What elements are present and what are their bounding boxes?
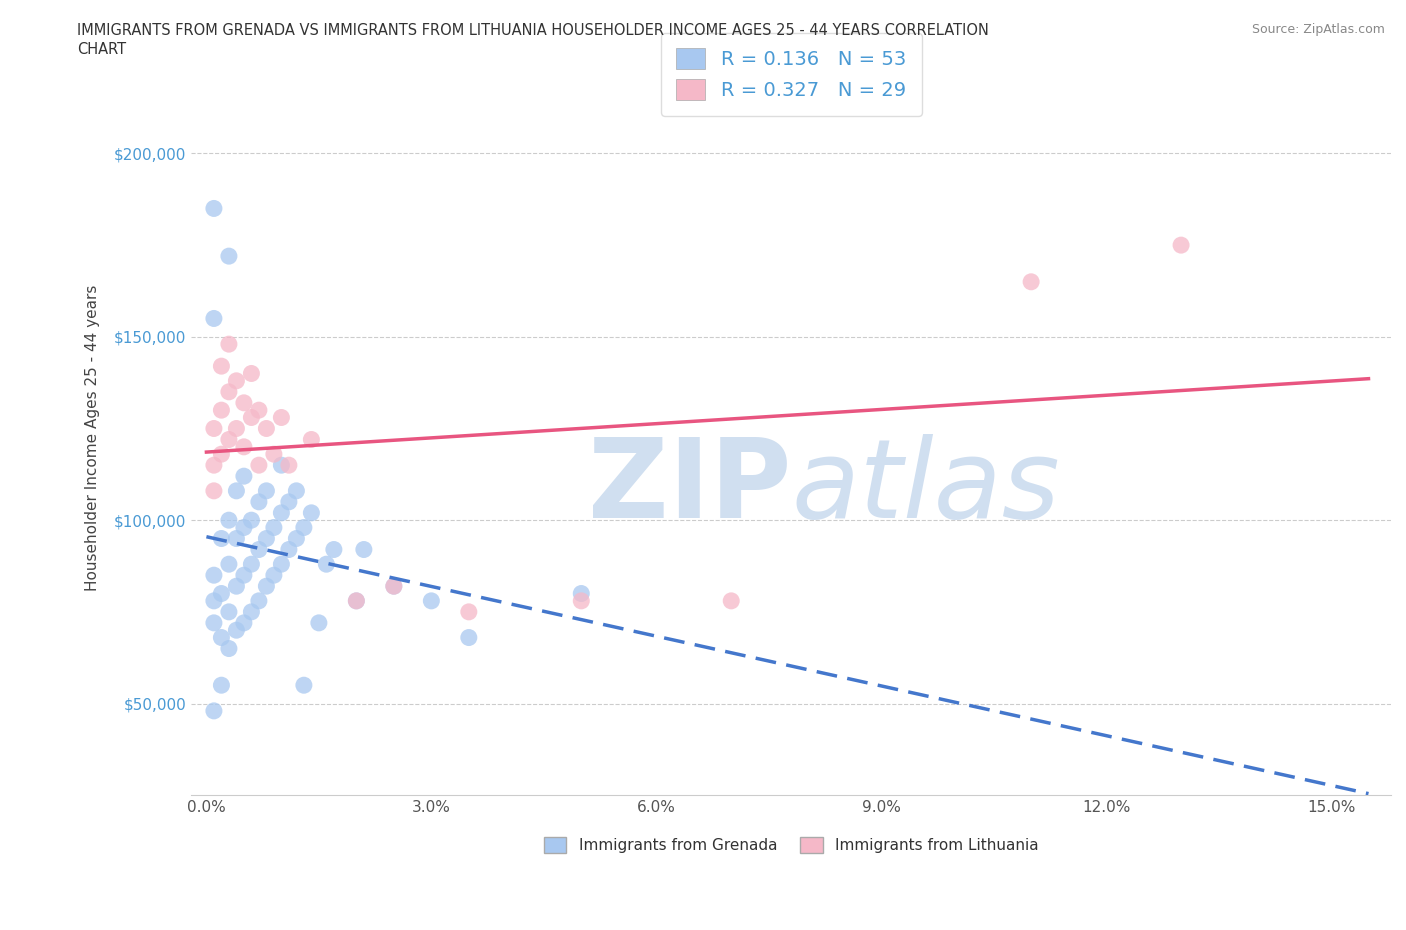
Point <box>218 384 240 399</box>
Point <box>254 421 277 436</box>
Point <box>232 616 254 631</box>
Point <box>569 593 592 608</box>
Point <box>240 366 263 381</box>
Point <box>569 586 592 601</box>
Point <box>263 446 285 461</box>
Point <box>209 359 232 374</box>
Text: atlas: atlas <box>792 434 1060 541</box>
Point <box>218 337 240 352</box>
Point <box>247 403 270 418</box>
Point <box>218 512 240 527</box>
Point <box>209 631 232 645</box>
Point <box>344 593 367 608</box>
Point <box>299 505 322 520</box>
Point <box>382 578 405 593</box>
Point <box>720 593 742 608</box>
Point <box>209 531 232 546</box>
Point <box>285 531 308 546</box>
Point <box>240 557 263 572</box>
Text: ZIP: ZIP <box>588 434 792 541</box>
Point <box>232 567 254 582</box>
Point <box>1019 274 1042 289</box>
Point <box>270 410 292 425</box>
Point <box>270 557 292 572</box>
Point <box>322 542 344 557</box>
Point <box>225 373 247 388</box>
Point <box>232 439 254 454</box>
Point <box>202 616 225 631</box>
Point <box>353 542 375 557</box>
Point <box>254 484 277 498</box>
Point <box>218 557 240 572</box>
Point <box>209 403 232 418</box>
Point <box>202 458 225 472</box>
Point <box>240 410 263 425</box>
Point <box>232 520 254 535</box>
Point <box>225 421 247 436</box>
Point <box>232 395 254 410</box>
Point <box>209 678 232 693</box>
Point <box>218 248 240 263</box>
Point <box>270 505 292 520</box>
Point <box>299 432 322 447</box>
Point <box>218 432 240 447</box>
Point <box>315 557 337 572</box>
Point <box>277 542 299 557</box>
Point <box>277 495 299 510</box>
Point <box>225 623 247 638</box>
Point <box>1170 238 1192 253</box>
Legend: Immigrants from Grenada, Immigrants from Lithuania: Immigrants from Grenada, Immigrants from… <box>537 830 1045 859</box>
Point <box>247 495 270 510</box>
Point <box>382 578 405 593</box>
Point <box>202 484 225 498</box>
Point <box>225 531 247 546</box>
Point <box>263 567 285 582</box>
Point <box>344 593 367 608</box>
Y-axis label: Householder Income Ages 25 - 44 years: Householder Income Ages 25 - 44 years <box>86 285 100 591</box>
Point <box>218 641 240 656</box>
Point <box>457 631 479 645</box>
Point <box>209 446 232 461</box>
Point <box>254 578 277 593</box>
Point <box>247 542 270 557</box>
Point <box>254 531 277 546</box>
Point <box>232 469 254 484</box>
Point <box>263 520 285 535</box>
Point <box>247 593 270 608</box>
Point <box>240 604 263 619</box>
Point <box>457 604 479 619</box>
Point <box>308 616 330 631</box>
Point <box>285 484 308 498</box>
Point <box>202 567 225 582</box>
Point <box>202 201 225 216</box>
Point <box>202 421 225 436</box>
Point <box>420 593 443 608</box>
Text: IMMIGRANTS FROM GRENADA VS IMMIGRANTS FROM LITHUANIA HOUSEHOLDER INCOME AGES 25 : IMMIGRANTS FROM GRENADA VS IMMIGRANTS FR… <box>77 23 990 38</box>
Point <box>225 484 247 498</box>
Point <box>292 678 315 693</box>
Point <box>209 586 232 601</box>
Point <box>225 578 247 593</box>
Point <box>218 604 240 619</box>
Point <box>292 520 315 535</box>
Point <box>202 311 225 325</box>
Point <box>240 512 263 527</box>
Text: CHART: CHART <box>77 42 127 57</box>
Point <box>247 458 270 472</box>
Text: Source: ZipAtlas.com: Source: ZipAtlas.com <box>1251 23 1385 36</box>
Point <box>277 458 299 472</box>
Point <box>270 458 292 472</box>
Point <box>202 703 225 718</box>
Point <box>202 593 225 608</box>
